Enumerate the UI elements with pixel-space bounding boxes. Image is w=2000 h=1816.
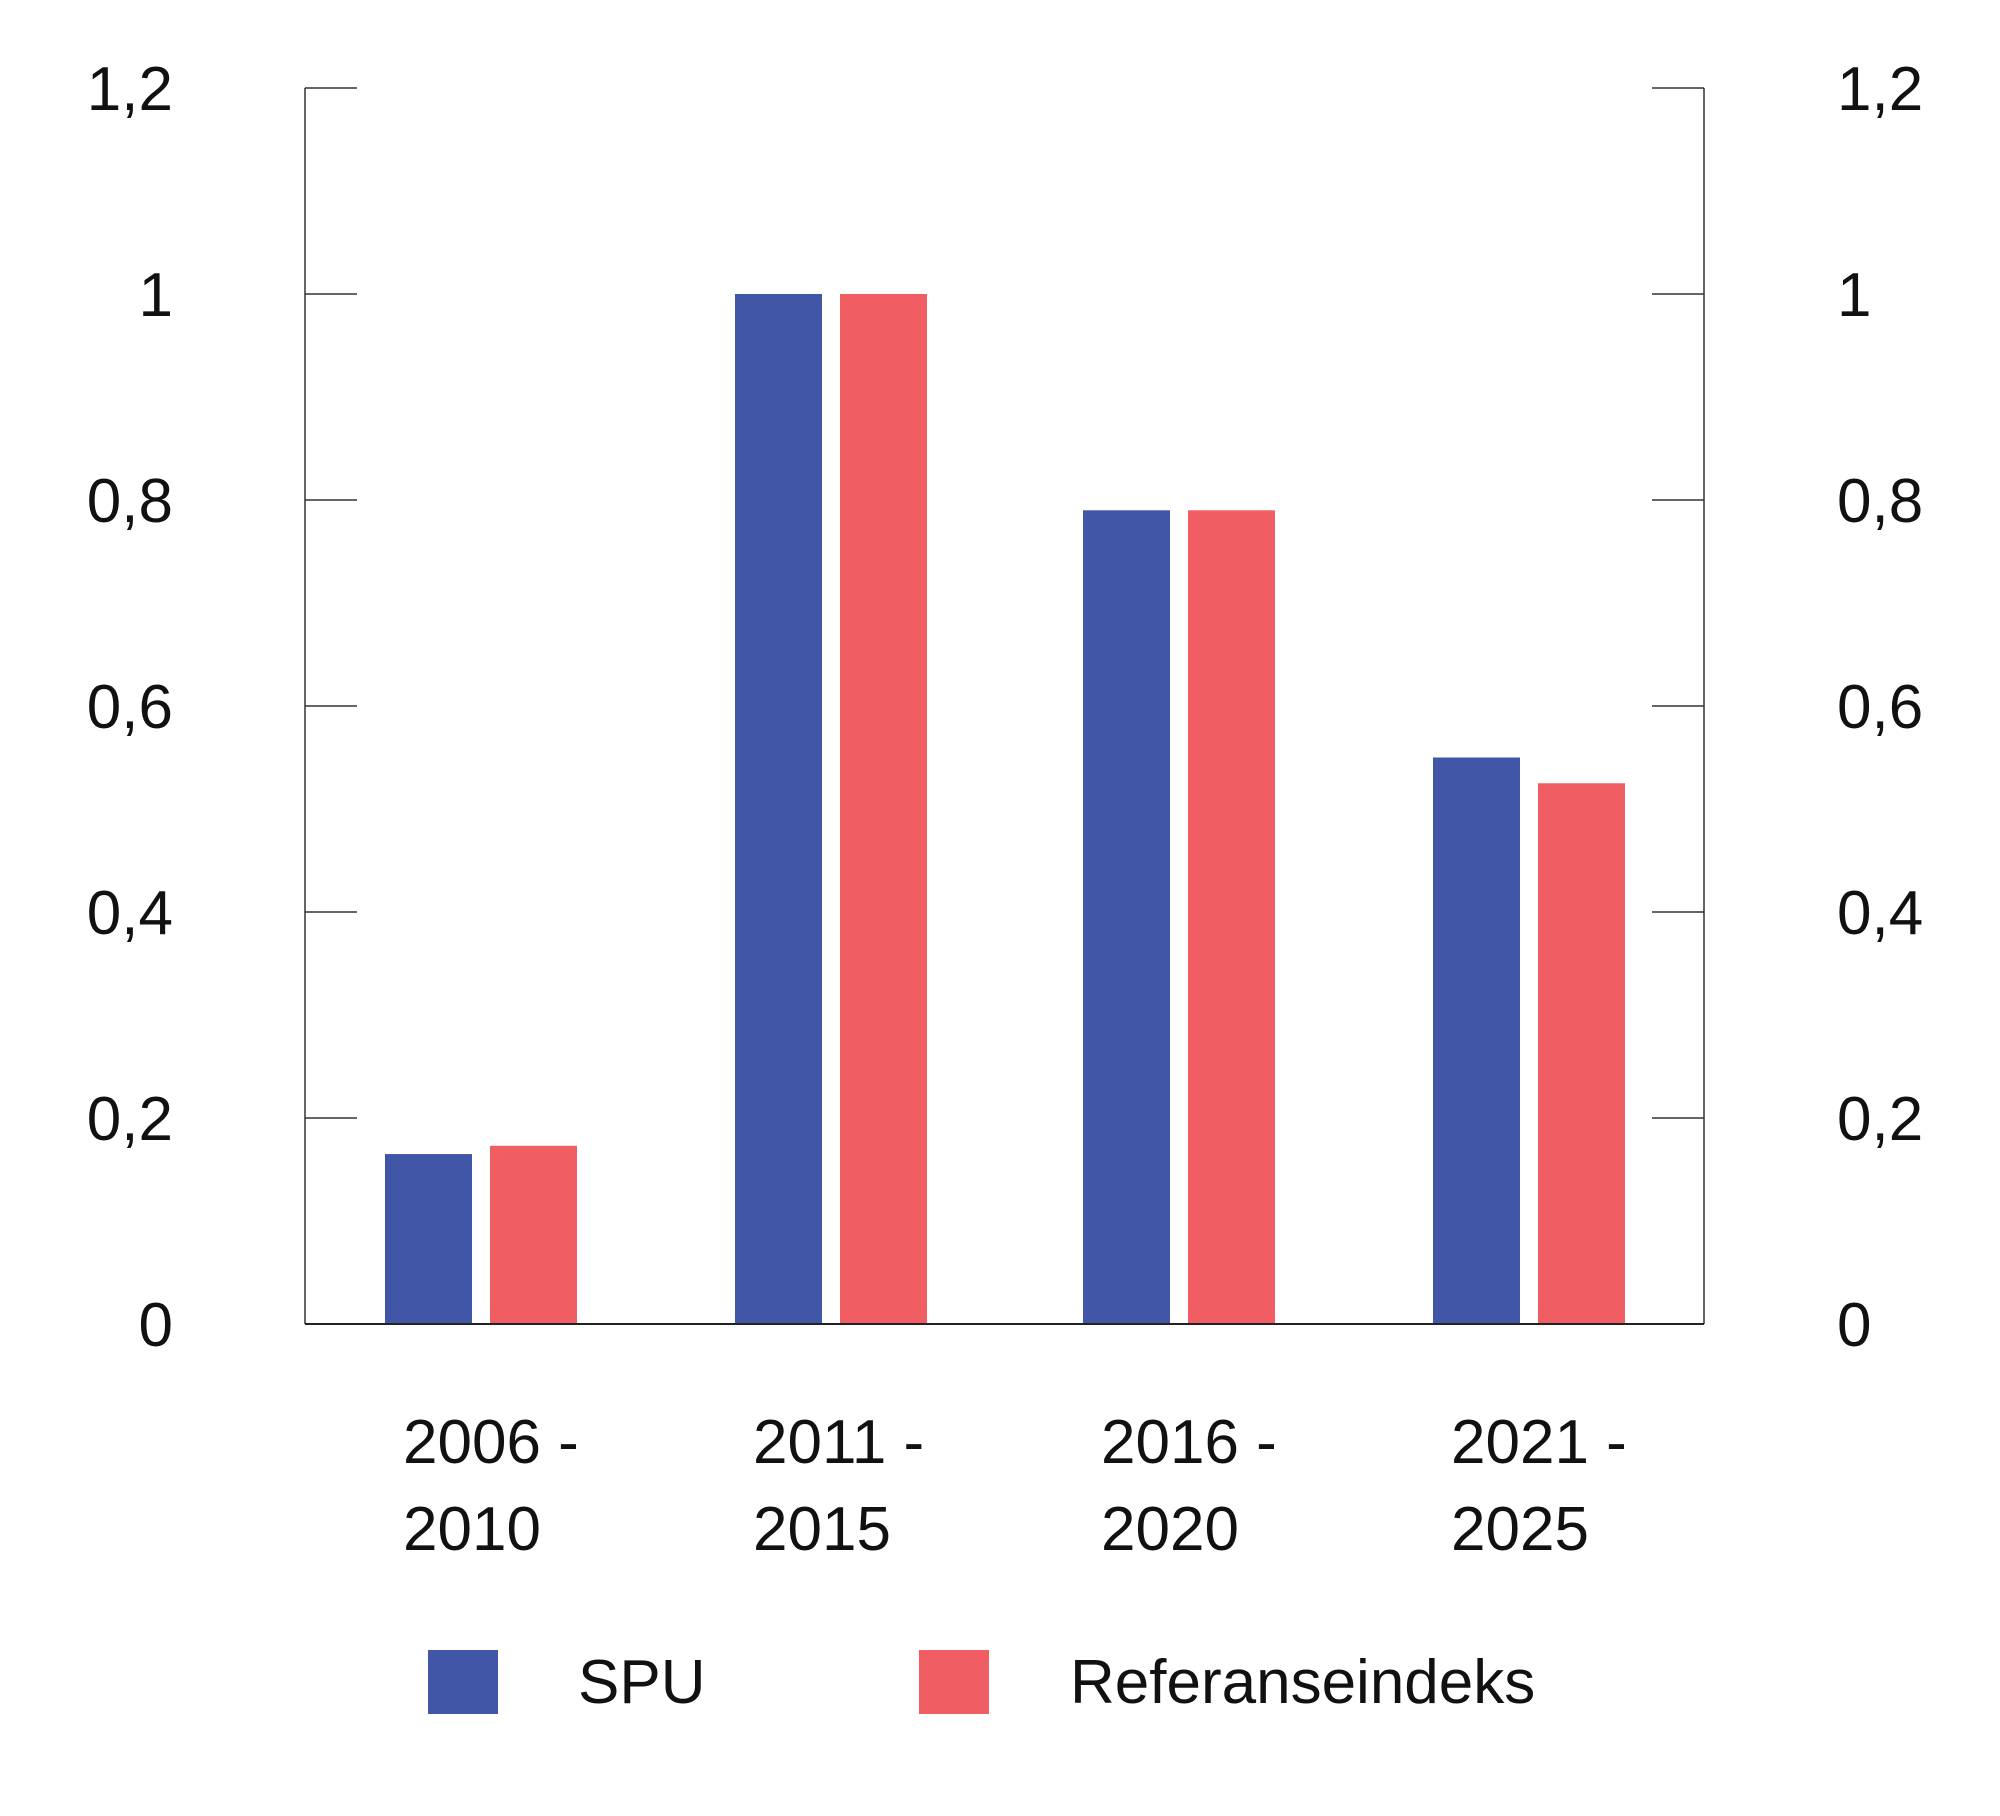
bar-referanseindeks bbox=[840, 294, 927, 1324]
bar-referanseindeks bbox=[490, 1145, 577, 1324]
left-tick-label: 0,8 bbox=[87, 467, 173, 536]
right-tick-label: 0 bbox=[1837, 1291, 1871, 1360]
left-tick-label: 0,6 bbox=[87, 673, 173, 742]
bar-spu bbox=[385, 1154, 472, 1324]
legend-label: SPU bbox=[578, 1648, 705, 1717]
legend-swatch-spu bbox=[428, 1650, 498, 1714]
right-tick-label: 1,2 bbox=[1837, 55, 1923, 124]
left-tick-label: 1 bbox=[139, 261, 173, 330]
bar-spu bbox=[735, 294, 822, 1324]
bar-spu bbox=[1083, 510, 1170, 1324]
category-label-line2: 2015 bbox=[753, 1495, 891, 1564]
right-tick-label: 0,8 bbox=[1837, 467, 1923, 536]
left-tick-label: 1,2 bbox=[87, 55, 173, 124]
left-tick-label: 0,2 bbox=[87, 1085, 173, 1154]
right-tick-label: 0,4 bbox=[1837, 879, 1923, 948]
category-label-line1: 2011 - bbox=[753, 1408, 924, 1477]
category-label-line2: 2025 bbox=[1451, 1495, 1589, 1564]
bar-spu bbox=[1433, 757, 1520, 1324]
category-label-line2: 2010 bbox=[403, 1495, 541, 1564]
bar-referanseindeks bbox=[1538, 783, 1625, 1324]
legend-swatch-referanseindeks bbox=[919, 1650, 989, 1714]
legend-label: Referanseindeks bbox=[1070, 1648, 1535, 1717]
category-label-line1: 2021 - bbox=[1451, 1408, 1627, 1477]
category-label-line1: 2006 - bbox=[403, 1408, 579, 1477]
right-tick-label: 0,2 bbox=[1837, 1085, 1923, 1154]
left-tick-label: 0 bbox=[139, 1291, 173, 1360]
right-tick-label: 1 bbox=[1837, 261, 1871, 330]
bar-referanseindeks bbox=[1188, 510, 1275, 1324]
category-label-line1: 2016 - bbox=[1101, 1408, 1277, 1477]
category-label-line2: 2020 bbox=[1101, 1495, 1239, 1564]
left-tick-label: 0,4 bbox=[87, 879, 173, 948]
right-tick-label: 0,6 bbox=[1837, 673, 1923, 742]
